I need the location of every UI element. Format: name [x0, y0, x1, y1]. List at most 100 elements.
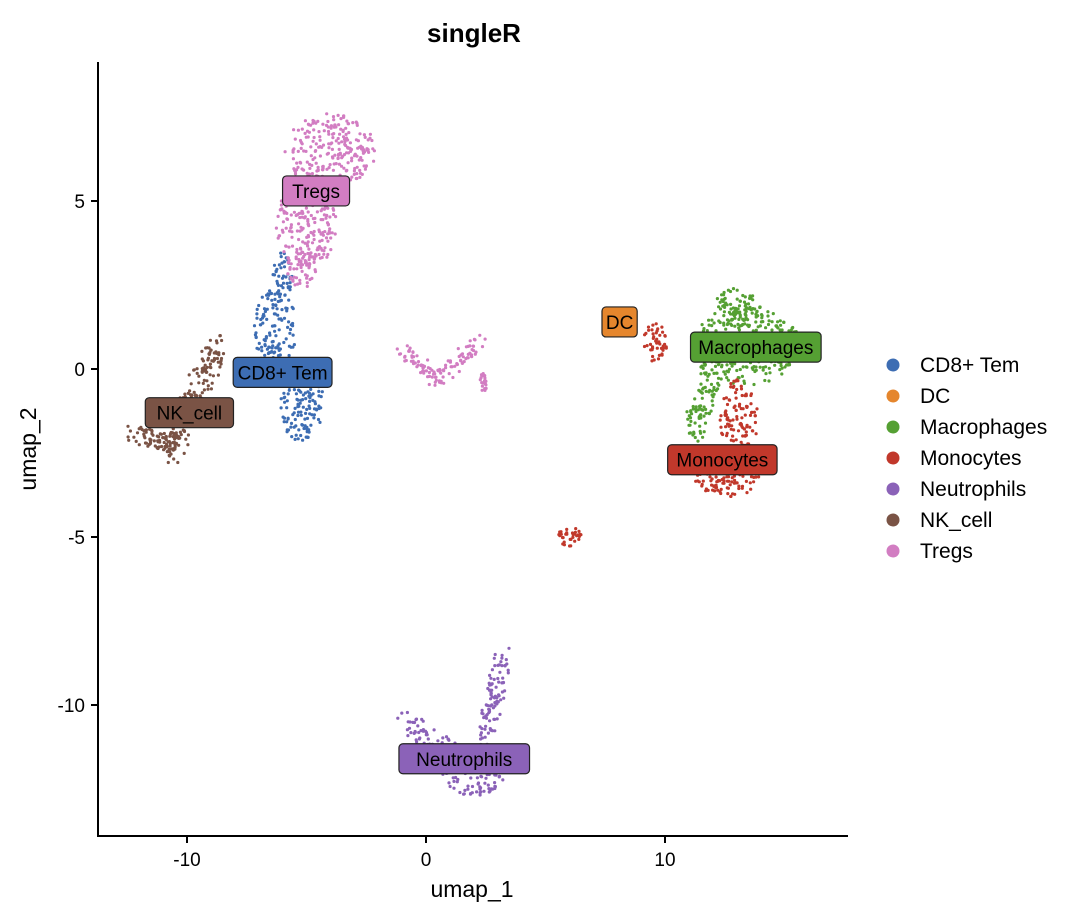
point-macrophages [702, 430, 706, 434]
svg-text:Tregs: Tregs [292, 182, 340, 203]
point-cd8-tem [255, 316, 259, 320]
point-cd8-tem [279, 397, 283, 401]
point-tregs [306, 210, 310, 214]
point-macrophages [699, 413, 703, 417]
point-cd8-tem [263, 309, 267, 314]
point-neutrophils [494, 685, 498, 689]
point-monocytes [732, 428, 736, 432]
point-macrophages [727, 367, 732, 371]
point-tregs [298, 160, 302, 164]
point-cd8-tem [299, 413, 303, 417]
point-macrophages [738, 299, 743, 303]
point-tregs [433, 383, 437, 387]
point-macrophages [698, 429, 702, 433]
point-neutrophils [436, 739, 440, 743]
point-cd8-tem [306, 435, 310, 439]
point-monocytes [754, 432, 758, 436]
point-cd8-tem [301, 398, 305, 402]
point-nk-cell [209, 348, 213, 352]
point-macrophages [719, 377, 723, 381]
point-cd8-tem [270, 340, 274, 344]
point-cd8-tem [292, 343, 296, 347]
point-tregs [311, 139, 315, 143]
point-macrophages [716, 363, 721, 367]
point-macrophages [709, 382, 714, 386]
point-tregs [332, 208, 336, 212]
point-nk-cell [132, 435, 136, 439]
point-neutrophils [493, 729, 497, 733]
point-tregs [343, 140, 347, 144]
point-monocytes [741, 474, 745, 478]
point-cd8-tem [296, 437, 300, 441]
point-nk-cell [177, 435, 181, 439]
point-tregs [329, 124, 333, 128]
point-neutrophils [406, 734, 410, 738]
point-tregs [274, 226, 278, 230]
point-tregs [299, 260, 303, 265]
point-monocytes [729, 427, 733, 431]
point-tregs [336, 113, 340, 117]
point-neutrophils [466, 787, 470, 791]
point-tregs [478, 378, 482, 382]
point-cd8-tem [294, 392, 298, 396]
point-tregs [323, 205, 327, 210]
point-cd8-tem [299, 390, 303, 394]
point-macrophages [726, 378, 731, 382]
point-monocytes [755, 407, 759, 411]
point-cd8-tem [301, 438, 305, 442]
point-tregs [296, 128, 300, 132]
point-cd8-tem [282, 260, 286, 264]
point-monocytes [737, 404, 742, 408]
point-nk-cell [186, 433, 190, 437]
point-neutrophils [469, 776, 473, 780]
point-monocytes [744, 479, 749, 483]
point-tregs [456, 347, 460, 351]
point-nk-cell [205, 379, 209, 383]
point-macrophages [791, 325, 795, 330]
point-neutrophils [500, 653, 504, 657]
point-macrophages [697, 388, 701, 392]
point-cd8-tem [315, 408, 319, 412]
point-tregs [326, 125, 330, 129]
point-monocytes [650, 345, 655, 349]
point-macrophages [710, 318, 714, 322]
point-cd8-tem [282, 391, 286, 395]
point-nk-cell [126, 424, 130, 428]
point-neutrophils [480, 736, 484, 740]
point-tregs [312, 257, 316, 261]
point-tregs [343, 142, 347, 146]
x-tick-label: 10 [654, 850, 675, 871]
point-neutrophils [495, 717, 499, 721]
cluster-label: DC [601, 306, 638, 338]
point-monocytes [745, 405, 749, 409]
point-monocytes [559, 530, 563, 534]
point-cd8-tem [271, 344, 275, 348]
point-tregs [350, 175, 354, 179]
point-macrophages [750, 311, 754, 315]
point-macrophages [714, 388, 718, 393]
point-tregs [349, 147, 354, 152]
point-cd8-tem [283, 395, 287, 399]
point-cd8-tem [284, 337, 288, 341]
point-macrophages [727, 319, 731, 323]
point-monocytes [728, 483, 732, 487]
point-tregs [447, 372, 451, 376]
point-macrophages [704, 371, 708, 375]
point-tregs [329, 126, 333, 130]
point-monocytes [735, 415, 739, 419]
point-macrophages [707, 318, 711, 322]
point-macrophages [691, 407, 695, 411]
point-macrophages [763, 378, 767, 383]
point-nk-cell [221, 352, 226, 356]
point-cd8-tem [316, 417, 321, 422]
point-nk-cell [218, 365, 222, 369]
point-neutrophils [503, 689, 507, 693]
point-nk-cell [164, 434, 168, 439]
cluster-label: Macrophages [689, 331, 822, 363]
point-tregs [433, 380, 437, 384]
point-tregs [457, 354, 461, 359]
point-tregs [292, 275, 296, 279]
point-cd8-tem [272, 324, 276, 328]
point-tregs [356, 139, 360, 143]
point-nk-cell [198, 394, 202, 398]
